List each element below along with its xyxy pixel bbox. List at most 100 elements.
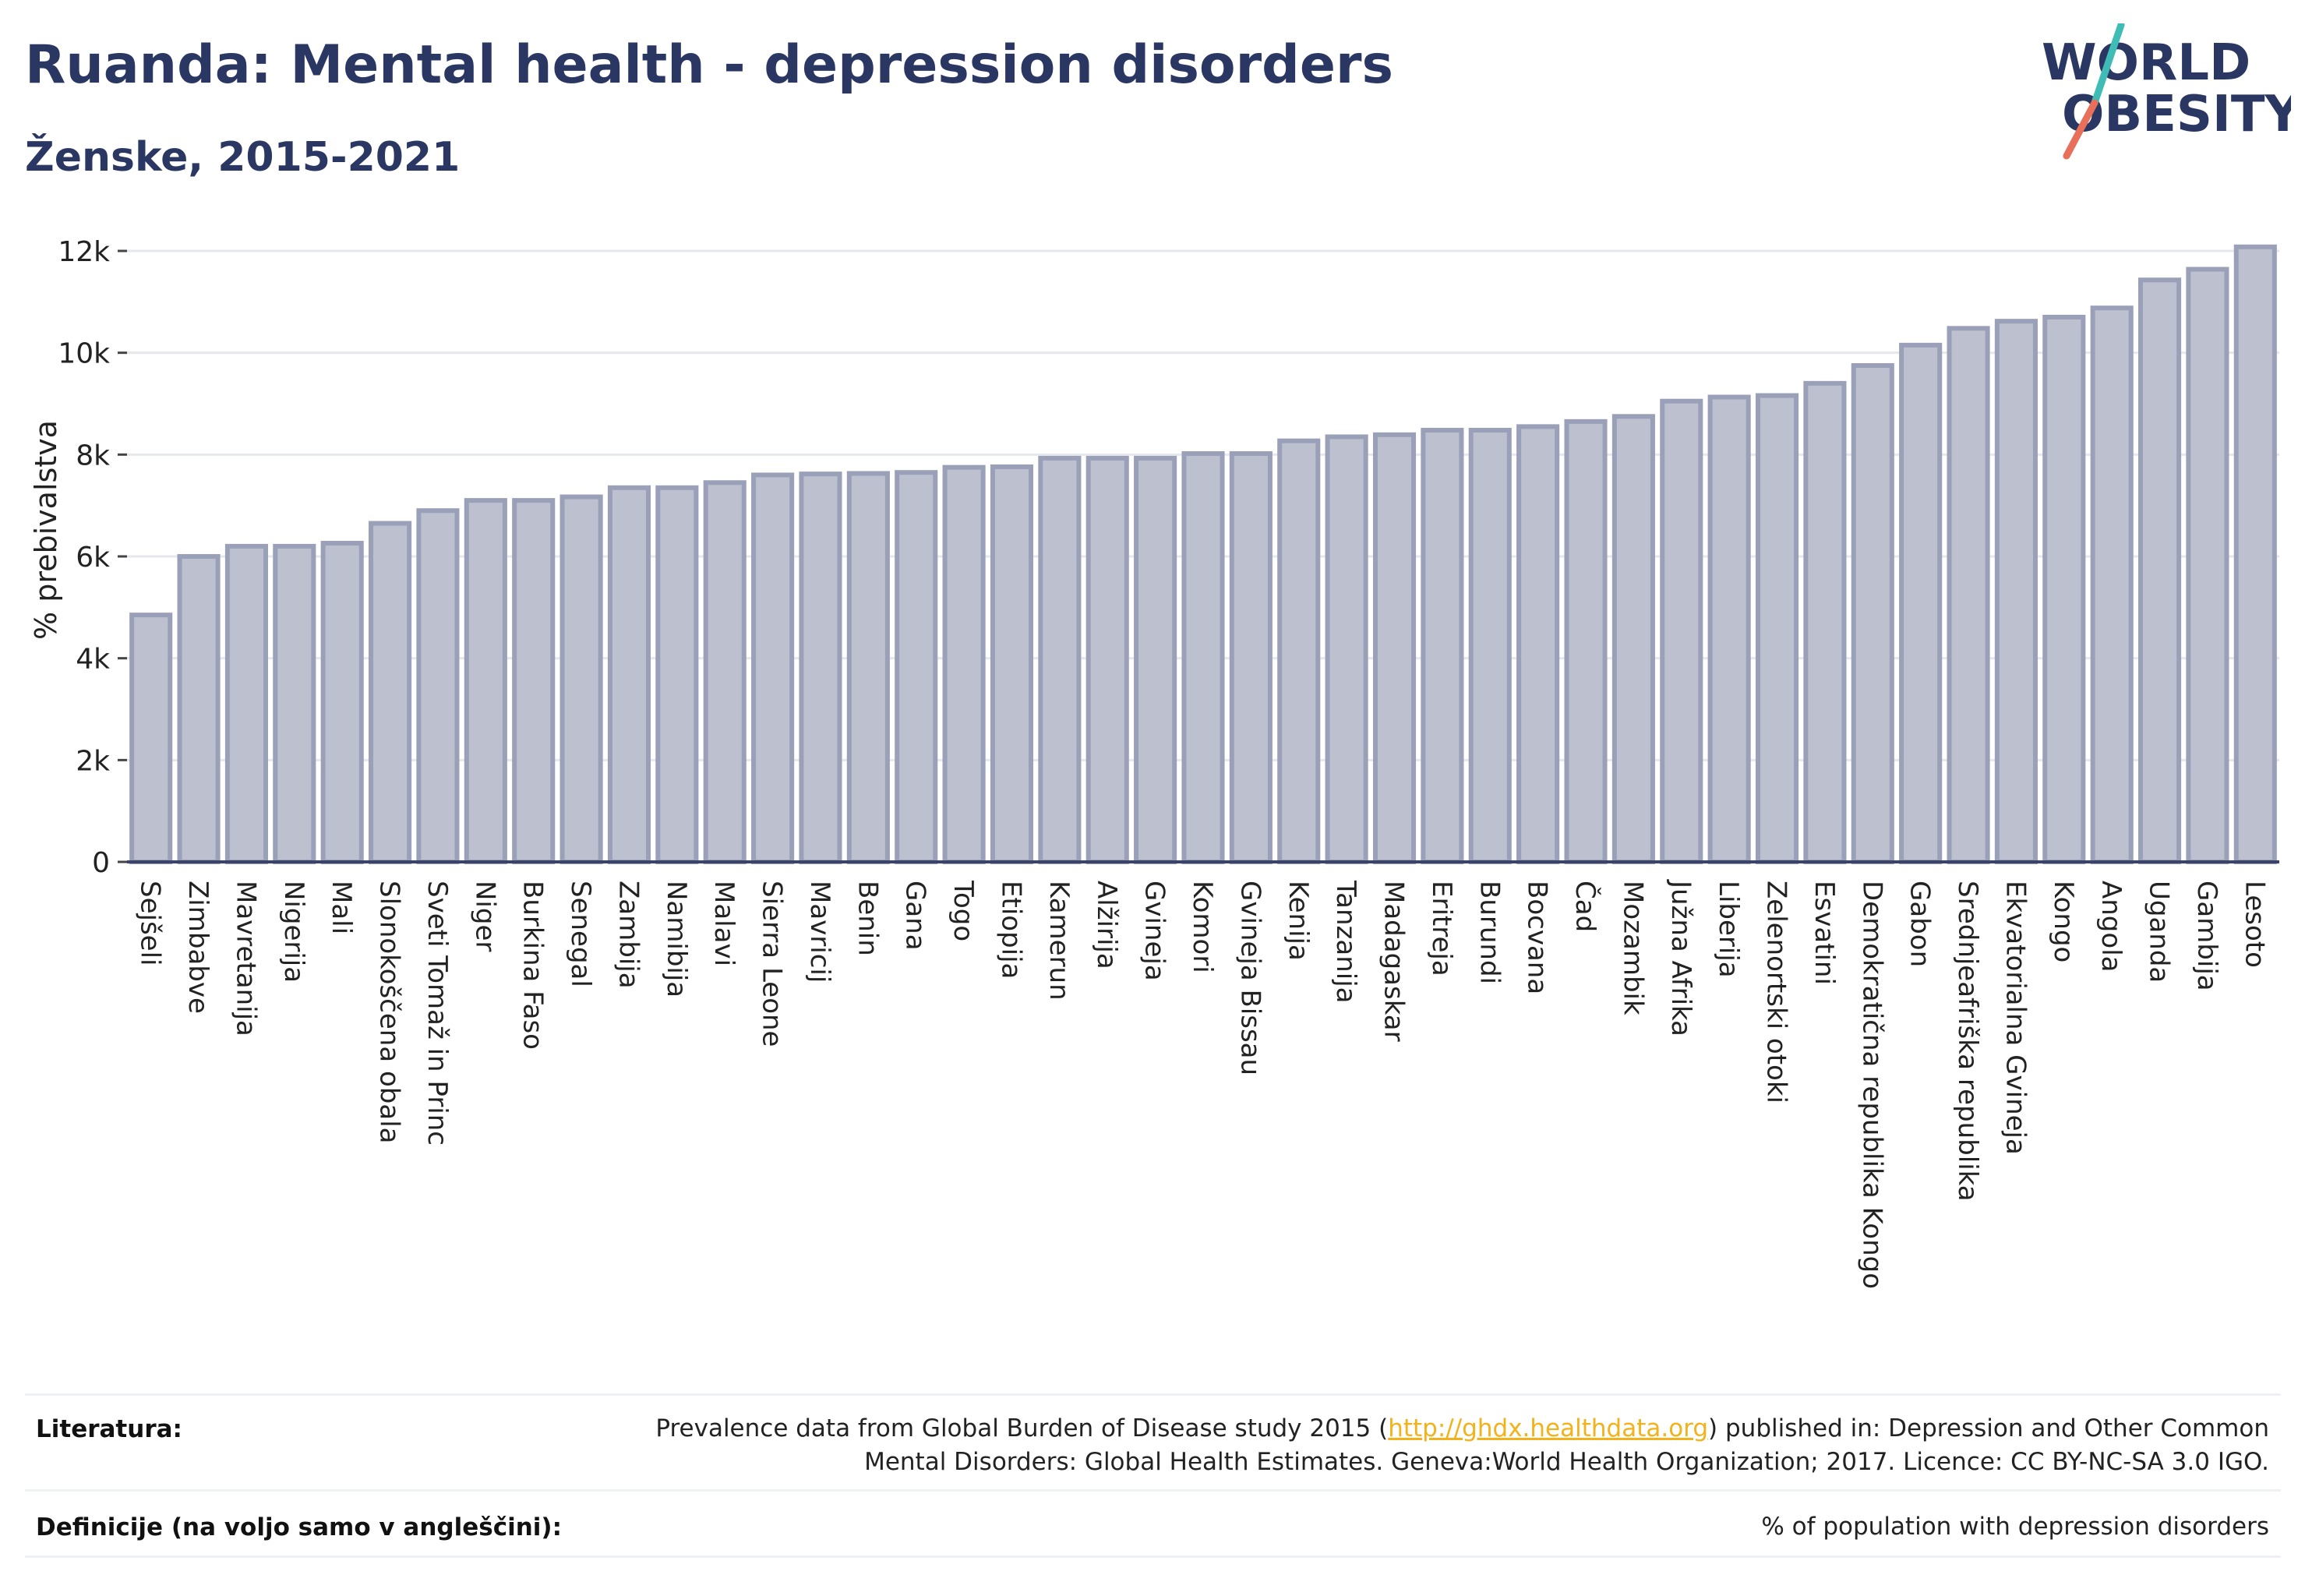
bar [1229, 451, 1273, 864]
x-tick-label: Slonokoščena obala [374, 881, 405, 1143]
world-obesity-logo: WORLD OBESITY [2042, 23, 2291, 160]
bar [655, 485, 699, 864]
bar [799, 471, 842, 864]
x-tick-label: Gabon [1904, 881, 1936, 967]
x-tick-label: Senegal [565, 881, 596, 987]
footer-divider-bottom [25, 1555, 2281, 1558]
x-tick-label: Mavricij [804, 881, 835, 983]
x-tick-label: Komori [1187, 881, 1218, 973]
literature-text: Prevalence data from Global Burden of Di… [655, 1412, 2269, 1479]
bar [129, 613, 173, 865]
y-tick-label: 6k [76, 542, 110, 574]
x-tick-label: Zimbabve [182, 881, 214, 1014]
x-tick-label: Burkina Faso [517, 881, 549, 1050]
bar [1899, 342, 1943, 865]
bar [2186, 267, 2229, 864]
x-tick-label: Zambija [612, 881, 644, 989]
x-tick-label: Angola [2095, 881, 2127, 972]
bar [1994, 319, 2038, 865]
bar [416, 508, 460, 864]
x-tick-label: Niger [469, 881, 500, 952]
bar [177, 554, 221, 864]
footer-divider-top [25, 1393, 2281, 1396]
x-tick-label: Gvineja [1139, 881, 1170, 981]
bar [895, 470, 938, 864]
x-tick-label: Demokratična republika Kongo [1856, 881, 1887, 1289]
x-tick-label: Malavi [708, 881, 740, 966]
x-tick-label: Benin [852, 881, 883, 956]
bar [1277, 438, 1321, 864]
bar [1372, 432, 1417, 864]
bar [1947, 326, 1990, 865]
bar [559, 494, 603, 864]
bar [2138, 277, 2182, 864]
bar [846, 471, 890, 864]
bar [1564, 418, 1608, 864]
x-tick-label: Gvineja Bissau [1234, 881, 1265, 1075]
definitions-text: % of population with depression disorder… [1761, 1513, 2269, 1541]
x-tick-label: Kongo [2048, 881, 2079, 962]
bar [320, 541, 364, 864]
literature-label: Literatura: [36, 1415, 182, 1443]
y-tick-label: 10k [58, 338, 110, 370]
bar [1421, 427, 1464, 864]
x-tick-label: Mavretanija [230, 881, 261, 1036]
x-tick-label: Kamerun [1043, 881, 1075, 1001]
chart-title: Ruanda: Mental health - depression disor… [25, 34, 1393, 96]
bar [1660, 398, 1703, 864]
x-tick-label: Gana [900, 881, 931, 951]
bar [1468, 427, 1512, 864]
logo-slash-coral [2063, 99, 2099, 160]
x-tick-label: Togo [948, 880, 979, 941]
x-tick-label: Lesoto [2239, 881, 2270, 968]
bar [224, 543, 268, 865]
bar [2042, 314, 2086, 864]
bar [464, 498, 507, 865]
bar [703, 480, 747, 864]
bar [1038, 455, 1082, 864]
bar [2090, 305, 2134, 864]
bar [607, 485, 651, 864]
bar-chart: 0 2k 4k 6k 8k 10k 12k Sejšeli Zimbabve Mavretanij… [29, 236, 2279, 1289]
bar [1851, 363, 1894, 864]
x-tick-label: Sierra Leone [757, 881, 788, 1047]
x-tick-label: Alžirija [1091, 881, 1122, 969]
x-tick-label: Ekvatorialna Gvineja [2000, 881, 2031, 1155]
x-tick-label: Srednjeafriška republika [1952, 881, 1983, 1202]
x-tick-label: Bocvana [1522, 881, 1553, 994]
x-tick-label: Sveti Tomaž in Princ [422, 881, 453, 1146]
x-tick-label: Burundi [1474, 881, 1505, 984]
bar [369, 521, 412, 864]
bar [1516, 424, 1560, 864]
y-tick-label: 4k [76, 644, 110, 676]
bar [273, 543, 316, 865]
x-tick-label: Sejšeli [135, 881, 166, 966]
bar [2233, 244, 2277, 865]
bar [1181, 451, 1225, 864]
x-tick-label: Madagaskar [1378, 881, 1410, 1042]
bar [990, 464, 1034, 864]
x-tick-label: Namibija [661, 881, 692, 998]
literature-text-line2: Mental Disorders: Global Health Estimate… [864, 1448, 2269, 1476]
footer-divider-middle [25, 1489, 2281, 1492]
bar [751, 472, 795, 864]
y-tick-label: 8k [76, 440, 110, 471]
chart-subtitle: Ženske, 2015-2021 [25, 134, 461, 181]
logo-word-world: WORLD [2042, 34, 2250, 92]
axes: 0 2k 4k 6k 8k 10k 12k Sejšeli Zimbabve Mavretanij… [58, 236, 2279, 1289]
bar [1755, 393, 1799, 864]
bar [1085, 455, 1129, 864]
x-tick-label: Eritreja [1426, 881, 1457, 976]
definitions-label: Definicije (na voljo samo v angleščini): [36, 1513, 562, 1541]
x-tick-label: Čad [1569, 881, 1601, 932]
x-tick-label: Etiopija [995, 881, 1026, 979]
bar [512, 498, 556, 865]
literature-link[interactable]: http://ghdx.healthdata.org [1388, 1414, 1709, 1442]
bar [942, 464, 986, 865]
bar [1134, 455, 1177, 864]
x-tick-label: Zelenortski otoki [1761, 881, 1792, 1103]
x-tick-label: Uganda [2144, 881, 2175, 983]
bar [1707, 394, 1751, 864]
y-axis-label: % prebivalstva [29, 420, 63, 640]
x-tick-label: Južna Afrika [1665, 879, 1696, 1036]
